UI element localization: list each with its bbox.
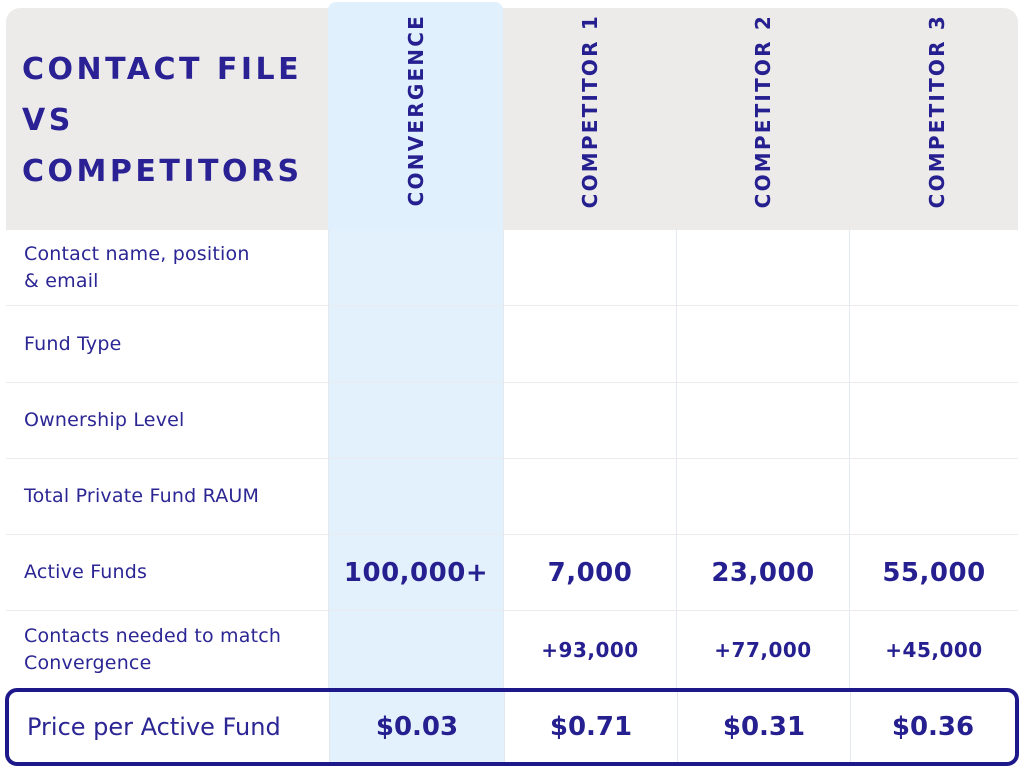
cell-raum-competitor-2 xyxy=(676,459,849,535)
column-header-label: COMPETITOR 1 xyxy=(577,14,602,209)
title-line-1: CONTACT FILE xyxy=(22,52,303,87)
cell-fundtype-competitor-2 xyxy=(676,306,849,383)
column-header-label: COMPETITOR 2 xyxy=(750,14,775,209)
column-header-label: COMPETITOR 3 xyxy=(924,14,949,209)
cell-raum-convergence xyxy=(328,459,503,535)
cell-contact-convergence xyxy=(328,230,503,306)
title-line-2: VS xyxy=(22,103,74,138)
check-icon xyxy=(393,400,435,443)
cell-contact-competitor-3 xyxy=(849,230,1018,306)
cell-ownership-convergence xyxy=(328,383,503,459)
cell-activefunds-competitor-1: 7,000 xyxy=(503,535,676,611)
cell-price-convergence: $0.03 xyxy=(329,692,504,762)
column-header-convergence: CONVERGENCE xyxy=(328,0,503,230)
cell-ownership-competitor-2 xyxy=(676,383,849,459)
cell-raum-competitor-1 xyxy=(503,459,676,535)
cell-activefunds-competitor-2: 23,000 xyxy=(676,535,849,611)
price-row: Price per Active Fund $0.03 $0.71 $0.31 … xyxy=(5,688,1019,766)
cell-price-competitor-1: $0.71 xyxy=(504,692,677,762)
cell-fundtype-competitor-3 xyxy=(849,306,1018,383)
cell-contactsneeded-convergence xyxy=(328,611,503,688)
cell-ownership-competitor-3 xyxy=(849,383,1018,459)
cell-price-competitor-2: $0.31 xyxy=(677,692,850,762)
check-icon xyxy=(740,247,782,290)
column-header-label: CONVERGENCE xyxy=(403,14,428,207)
table-body: Contact name, position & email Fund Type… xyxy=(6,230,1018,688)
column-header-competitor-2: COMPETITOR 2 xyxy=(676,0,849,230)
competitors-header-panel xyxy=(503,8,1018,230)
cell-price-competitor-3: $0.36 xyxy=(850,692,1015,762)
cell-activefunds-competitor-3: 55,000 xyxy=(849,535,1018,611)
row-label-fund-type: Fund Type xyxy=(6,306,328,383)
cell-contactsneeded-competitor-3: +45,000 xyxy=(849,611,1018,688)
title-panel: CONTACT FILE VS COMPETITORS xyxy=(6,8,328,230)
row-label-contacts-needed: Contacts needed to match Convergence xyxy=(24,624,282,674)
column-header-competitor-3: COMPETITOR 3 xyxy=(849,0,1024,230)
row-label-ownership-level: Ownership Level xyxy=(6,383,328,459)
check-icon xyxy=(393,476,435,519)
cell-contactsneeded-competitor-1: +93,000 xyxy=(503,611,676,688)
check-icon xyxy=(393,247,435,290)
cell-contact-competitor-1 xyxy=(503,230,676,306)
cell-raum-competitor-3 xyxy=(849,459,1018,535)
page-title: CONTACT FILE VS COMPETITORS xyxy=(6,8,328,197)
check-icon xyxy=(567,247,609,290)
row-label-price-per-active-fund: Price per Active Fund xyxy=(27,713,281,741)
cell-fundtype-competitor-1 xyxy=(503,306,676,383)
check-icon xyxy=(393,324,435,366)
row-label-contact-info: Contact name, position & email xyxy=(6,230,328,306)
cell-ownership-competitor-1 xyxy=(503,383,676,459)
title-line-3: COMPETITORS xyxy=(22,154,303,189)
cell-activefunds-convergence: 100,000+ xyxy=(328,535,503,611)
convergence-header-panel xyxy=(328,2,503,230)
row-label-raum: Total Private Fund RAUM xyxy=(6,459,328,535)
check-icon xyxy=(911,247,953,290)
cell-contact-competitor-2 xyxy=(676,230,849,306)
row-label-active-funds: Active Funds xyxy=(6,535,328,611)
cell-contactsneeded-competitor-2: +77,000 xyxy=(676,611,849,688)
cell-fundtype-convergence xyxy=(328,306,503,383)
column-header-competitor-1: COMPETITOR 1 xyxy=(503,0,676,230)
